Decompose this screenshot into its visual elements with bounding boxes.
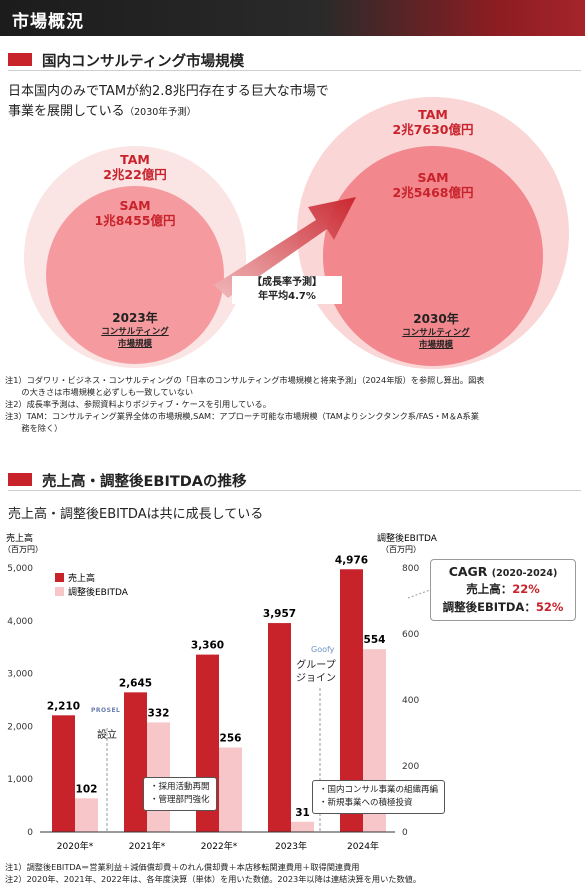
y2-tick-label: 800 [402,564,419,574]
lead-note: （2030年予測） [124,107,197,118]
y-tick-label: 4,000 [7,617,33,627]
legend-label-sales: 売上高 [68,572,95,584]
goofy-join-label: グループ ジョイン [296,660,336,684]
bar-sales [268,623,291,832]
sales-notes: 注1）調整後EBITDA＝営業利益＋減価償却費＋のれん償却費＋本店移転関連費用＋… [5,862,422,884]
sam-2023-label: SAM 1兆8455億円 [94,198,176,228]
section-marker [8,473,32,486]
callout-2024: ・国内コンサル事業の組織再編 ・新規事業への積極投資 [312,780,446,814]
sam-2030-label: SAM 2兆5468億円 [392,170,474,200]
lead-line-1: 日本国内のみでTAMが約2.8兆円存在する巨大な市場で [8,84,329,99]
x-tick-label: 2022年* [201,840,238,852]
sam-circle-2030 [323,146,543,366]
data-label-sales: 2,210 [47,700,80,712]
y2-axis-unit: （百万円） [381,545,421,554]
section-divider [8,70,581,71]
prosel-founded-label: 設立 [97,730,117,741]
bar-sales [52,715,75,832]
goofy-logo: Goofy [311,645,335,654]
data-label-ebitda: 31 [295,807,310,819]
cagr-ebitda-label: 調整後EBITDA： [442,600,536,614]
x-tick-label: 2021年* [129,840,166,852]
prosel-logo: PROSEL [91,707,121,714]
data-label-ebitda: 332 [148,707,170,719]
section-market-size-header: 国内コンサルティング市場規模 [0,49,585,71]
cagr-period: (2020-2024) [491,568,558,579]
cagr-sales-value: 22% [512,582,540,596]
y2-axis-title: 調整後EBITDA [377,532,438,544]
callout-2022: ・採用活動再開 ・管理部門強化 [143,777,217,811]
y2-tick-label: 200 [402,762,419,772]
market-notes: 注1）コダワリ・ビジネス・コンサルティングの「日本のコンサルティング市場規模と将… [5,375,485,433]
x-tick-label: 2020年* [57,840,94,852]
tam-2023-label: TAM 2兆22億円 [103,152,167,182]
data-label-ebitda: 554 [364,634,386,646]
bar-ebitda [75,798,98,832]
data-label-sales: 4,976 [335,554,368,566]
caption-2023: 2023年 コンサルティング 市場規模 [101,311,169,349]
lead-line-2: 事業を展開している [8,104,125,119]
data-label-sales: 3,360 [191,640,224,652]
x-tick-label: 2023年 [275,840,307,852]
section-title: 国内コンサルティング市場規模 [42,54,245,70]
page-title: 市場概況 [12,12,84,32]
growth-forecast-label: 【成長率予測】 年平均4.7% [232,276,342,304]
bar-ebitda [291,821,314,832]
growth-arrow [214,197,356,298]
data-label-ebitda: 102 [76,783,98,795]
legend-swatch-ebitda [55,587,64,596]
section-divider [8,490,581,491]
y-axis-title: 売上高 [6,532,33,544]
data-label-ebitda: 256 [220,733,242,745]
x-tick-label: 2024年 [347,840,379,852]
data-label-sales: 3,957 [263,608,296,620]
tam-2030-label: TAM 2兆7630億円 [392,107,474,137]
cagr-box: CAGR (2020-2024) 売上高：22% 調整後EBITDA：52% [430,559,576,621]
data-label-sales: 2,645 [119,677,152,689]
y-tick-label: 5,000 [7,564,33,574]
y2-tick-label: 0 [402,828,408,838]
y-axis-unit: （百万円） [3,545,43,554]
sales-lead-text: 売上高・調整後EBITDAは共に成長している [8,507,264,522]
bar-sales [124,692,147,832]
y-tick-label: 0 [27,828,33,838]
section-title: 売上高・調整後EBITDAの推移 [42,474,247,490]
legend-swatch-sales [55,573,64,582]
sam-circle-2023 [46,186,224,364]
market-lead-text: 日本国内のみでTAMが約2.8兆円存在する巨大な市場で 事業を展開している（20… [8,82,329,123]
caption-2030: 2030年 コンサルティング 市場規模 [402,312,470,350]
y2-tick-label: 600 [402,630,419,640]
bar-sales [340,569,363,832]
y-tick-label: 2,000 [7,722,33,732]
bar-ebitda [219,747,242,832]
section-marker [8,53,32,66]
cagr-title: CAGR [448,564,488,579]
legend-label-ebitda: 調整後EBITDA [68,586,129,598]
cagr-ebitda-value: 52% [535,600,564,614]
y2-tick-label: 400 [402,696,419,706]
cagr-connector [407,589,431,599]
y-tick-label: 3,000 [7,670,33,680]
section-sales-header: 売上高・調整後EBITDAの推移 [0,469,585,491]
page-header: 市場概況 [0,0,585,36]
market-circles-graphic [24,97,569,369]
cagr-sales-label: 売上高： [466,582,513,596]
y-tick-label: 1,000 [7,775,33,785]
